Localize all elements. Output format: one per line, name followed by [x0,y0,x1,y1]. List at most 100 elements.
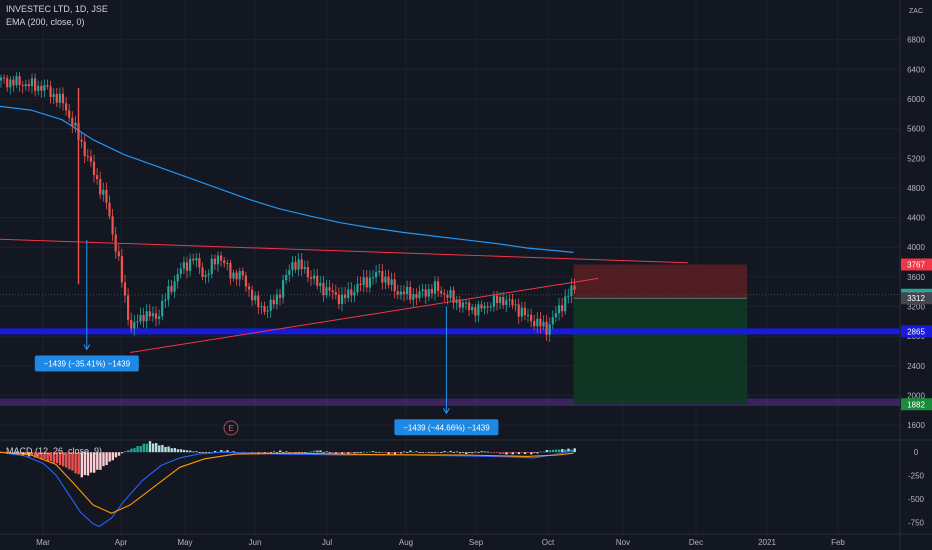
candle-body[interactable] [213,258,216,265]
macd-histogram-bar[interactable] [145,443,149,453]
candle-body[interactable] [452,290,455,303]
candle-body[interactable] [226,262,229,264]
macd-histogram-bar[interactable] [554,449,558,453]
macd-histogram-bar[interactable] [40,452,43,460]
candle-body[interactable] [368,277,371,288]
candle-body[interactable] [43,85,46,91]
macd-histogram-bar[interactable] [353,452,356,454]
candle-body[interactable] [437,281,440,291]
candle-body[interactable] [40,85,43,91]
macd-histogram-bar[interactable] [316,450,319,453]
macd-histogram-bar[interactable] [62,452,65,467]
candle-body[interactable] [570,285,573,297]
macd-histogram-bar[interactable] [548,450,552,453]
candle-body[interactable] [517,304,520,317]
candle-body[interactable] [220,255,223,261]
candle-body[interactable] [15,76,18,86]
candle-body[interactable] [210,258,213,274]
candle-body[interactable] [241,270,244,276]
macd-histogram-bar[interactable] [111,452,114,461]
macd-histogram-bar[interactable] [164,446,167,453]
candle-body[interactable] [182,262,185,269]
macd-histogram-bar[interactable] [517,452,521,455]
candle-body[interactable] [464,302,468,304]
candle-body[interactable] [235,272,238,280]
candle-body[interactable] [201,267,204,277]
macd-histogram-bar[interactable] [508,452,511,454]
candle-body[interactable] [145,311,148,322]
macd-histogram-bar[interactable] [396,452,400,454]
macd-histogram-bar[interactable] [399,452,403,454]
macd-histogram-bar[interactable] [337,452,341,454]
candle-body[interactable] [204,275,207,277]
candle-body[interactable] [316,275,319,286]
macd-histogram-bar[interactable] [356,452,359,453]
candle-body[interactable] [173,281,176,292]
candle-body[interactable] [130,319,133,329]
macd-histogram-bar[interactable] [68,452,71,470]
candle-body[interactable] [68,110,71,118]
macd-histogram-bar[interactable] [201,452,204,453]
candle-body[interactable] [99,179,102,195]
macd-histogram-bar[interactable] [86,452,90,476]
macd-histogram-bar[interactable] [421,452,424,454]
candle-body[interactable] [514,304,517,306]
candle-body[interactable] [55,94,58,103]
candle-body[interactable] [458,299,461,308]
macd-histogram-bar[interactable] [319,450,322,453]
candle-body[interactable] [142,314,145,322]
macd-histogram-bar[interactable] [496,452,499,454]
macd-histogram-bar[interactable] [213,450,217,453]
macd-histogram-bar[interactable] [139,445,142,453]
earnings-marker[interactable]: E [223,420,239,436]
macd-histogram-bar[interactable] [468,452,471,453]
candle-body[interactable] [427,289,430,297]
macd-histogram-bar[interactable] [173,448,176,453]
candle-body[interactable] [561,305,564,312]
candle-body[interactable] [117,251,120,257]
candle-body[interactable] [297,259,300,270]
macd-histogram-bar[interactable] [427,452,431,454]
candle-body[interactable] [282,280,285,298]
macd-histogram-bar[interactable] [148,441,152,453]
candle-body[interactable] [108,202,111,217]
candle-body[interactable] [337,294,340,304]
macd-histogram-bar[interactable] [260,452,263,454]
macd-histogram-bar[interactable] [344,452,347,454]
candle-body[interactable] [390,279,393,285]
macd-histogram-bar[interactable] [89,452,93,473]
candle-body[interactable] [24,84,27,87]
candle-body[interactable] [353,292,356,296]
macd-histogram-bar[interactable] [403,451,406,453]
macd-histogram-bar[interactable] [561,449,564,453]
macd-histogram-bar[interactable] [189,450,192,453]
candle-body[interactable] [350,289,353,296]
macd-legend[interactable]: MACD (12, 26, close, 9) [6,446,103,456]
candle-body[interactable] [511,299,514,306]
macd-pane[interactable] [0,441,576,528]
candle-body[interactable] [74,122,77,126]
candle-body[interactable] [412,294,415,300]
candle-body[interactable] [421,289,424,292]
macd-histogram-bar[interactable] [127,450,130,453]
macd-histogram-bar[interactable] [198,452,201,454]
macd-histogram-bar[interactable] [117,452,121,456]
candle-body[interactable] [120,256,123,283]
candle-body[interactable] [319,282,322,286]
candle-body[interactable] [216,255,220,265]
macd-histogram-bar[interactable] [530,452,533,455]
macd-histogram-bar[interactable] [452,452,455,454]
candle-body[interactable] [49,86,52,98]
profit-target-zone[interactable] [573,298,748,405]
candle-body[interactable] [365,277,368,288]
candle-body[interactable] [402,291,406,294]
candle-body[interactable] [381,271,384,283]
macd-histogram-bar[interactable] [282,452,285,454]
candle-body[interactable] [111,216,114,235]
macd-histogram-bar[interactable] [65,452,68,468]
macd-histogram-bar[interactable] [514,452,517,454]
macd-histogram-bar[interactable] [437,451,440,453]
macd-histogram-bar[interactable] [446,451,449,453]
macd-histogram-bar[interactable] [325,451,328,453]
